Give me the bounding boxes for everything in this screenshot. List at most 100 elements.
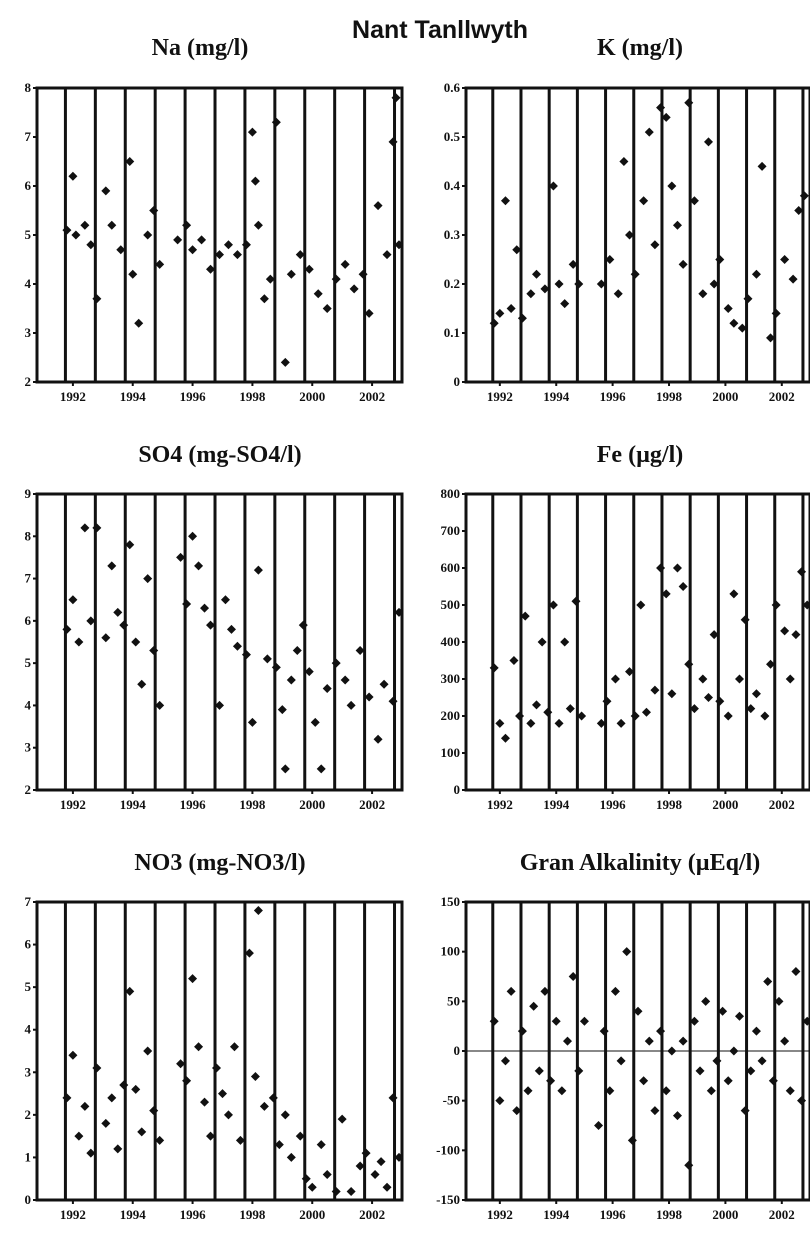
data-point xyxy=(119,620,129,630)
chart-panel-3: SO4 (mg-SO4/l) 2 3 4 5 6 7 8 9 1992 1994 1996 1998 20… xyxy=(25,442,404,812)
data-point xyxy=(622,947,632,957)
data-point xyxy=(223,1110,233,1120)
vertical-gridlines xyxy=(491,494,805,790)
data-point xyxy=(226,624,236,634)
data-point xyxy=(182,1076,192,1086)
data-point xyxy=(298,620,308,630)
data-point xyxy=(92,294,102,304)
data-point xyxy=(364,308,374,318)
data-point xyxy=(574,1066,584,1076)
data-point xyxy=(771,308,781,318)
data-point xyxy=(540,986,550,996)
data-point xyxy=(188,974,198,984)
data-point xyxy=(373,201,383,211)
data-point xyxy=(349,284,359,294)
data-point xyxy=(355,645,365,655)
data-point xyxy=(802,600,810,610)
y-axis-ticks: 2 3 4 5 6 7 8 xyxy=(25,80,37,389)
data-point xyxy=(391,93,401,103)
y-tick-label: 400 xyxy=(441,634,461,649)
data-point xyxy=(232,250,242,260)
data-point xyxy=(143,230,153,240)
data-point xyxy=(650,1106,660,1116)
data-point xyxy=(554,718,564,728)
plot-frame xyxy=(35,86,404,384)
data-point xyxy=(259,1101,269,1111)
data-point xyxy=(723,711,733,721)
data-points xyxy=(62,523,404,774)
data-point xyxy=(253,565,263,575)
data-point xyxy=(698,289,708,299)
x-axis-ticks: 1992 1994 1996 1998 2000 2002 xyxy=(487,1200,795,1222)
data-point xyxy=(656,1026,666,1036)
y-tick-label: 0.1 xyxy=(444,325,460,340)
data-point xyxy=(636,600,646,610)
data-point xyxy=(80,220,90,230)
data-point xyxy=(68,1050,78,1060)
data-point xyxy=(277,705,287,715)
data-point xyxy=(531,269,541,279)
x-tick-label: 2000 xyxy=(712,1207,738,1222)
data-point xyxy=(529,1001,539,1011)
y-tick-label: -150 xyxy=(436,1192,460,1207)
x-tick-label: 2002 xyxy=(359,1207,385,1222)
y-axis-ticks: 0 1 2 3 4 5 6 7 xyxy=(25,894,37,1207)
data-point xyxy=(232,641,242,651)
x-tick-label: 1996 xyxy=(600,1207,627,1222)
x-tick-label: 1992 xyxy=(487,1207,513,1222)
data-points xyxy=(489,98,809,343)
data-point xyxy=(62,1093,72,1103)
data-point xyxy=(182,220,192,230)
data-point xyxy=(155,1135,165,1145)
data-point xyxy=(799,191,809,201)
data-point xyxy=(292,645,302,655)
data-point xyxy=(785,674,795,684)
data-point xyxy=(215,700,224,710)
data-points xyxy=(62,93,404,367)
data-point xyxy=(650,240,660,250)
y-tick-label: 5 xyxy=(25,979,32,994)
data-point xyxy=(706,1086,716,1096)
data-point xyxy=(729,1046,739,1056)
x-tick-label: 2000 xyxy=(712,389,738,404)
y-tick-label: 3 xyxy=(25,1064,32,1079)
data-point xyxy=(370,1169,380,1179)
y-tick-label: 7 xyxy=(25,571,32,586)
data-point xyxy=(176,1059,186,1069)
data-point xyxy=(689,704,699,714)
data-point xyxy=(540,284,550,294)
data-point xyxy=(268,1093,278,1103)
y-tick-label: 2 xyxy=(25,1107,32,1122)
x-tick-label: 1998 xyxy=(239,1207,266,1222)
data-point xyxy=(737,323,747,333)
data-point xyxy=(563,1036,573,1046)
data-point xyxy=(361,1148,371,1158)
plot-frame xyxy=(35,900,404,1202)
y-tick-label: 0 xyxy=(454,1043,461,1058)
data-point xyxy=(301,1174,311,1184)
data-point xyxy=(625,667,635,677)
y-tick-label: 0 xyxy=(25,1192,32,1207)
data-point xyxy=(577,711,587,721)
data-point xyxy=(119,1080,129,1090)
data-point xyxy=(509,656,519,665)
x-axis-ticks: 1992 1994 1996 1998 2000 2002 xyxy=(487,790,795,812)
data-point xyxy=(286,1152,296,1162)
x-tick-label: 2002 xyxy=(359,389,385,404)
chart-panel-1: Na (mg/l) 2 3 4 5 6 7 8 1992 1994 1996 1998 2000 2002 xyxy=(25,35,404,404)
data-point xyxy=(630,711,640,721)
panel-title: Gran Alkalinity (µEq/l) xyxy=(520,850,761,876)
y-tick-label: 4 xyxy=(25,276,32,291)
data-point xyxy=(751,689,761,699)
data-point xyxy=(661,1086,671,1096)
data-point xyxy=(295,1131,305,1141)
data-point xyxy=(751,269,761,279)
data-point xyxy=(568,972,578,981)
data-point xyxy=(760,711,770,721)
data-point xyxy=(107,561,117,571)
data-point xyxy=(788,274,798,284)
data-point xyxy=(364,692,374,702)
data-point xyxy=(125,157,135,166)
data-point xyxy=(394,607,404,617)
